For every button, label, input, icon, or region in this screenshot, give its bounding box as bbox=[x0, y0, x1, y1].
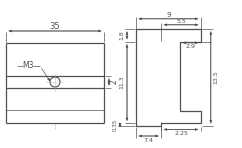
Text: 2.9: 2.9 bbox=[185, 44, 195, 49]
Text: 9: 9 bbox=[166, 12, 171, 18]
Text: 1.8: 1.8 bbox=[120, 30, 124, 40]
Text: 7.4: 7.4 bbox=[144, 137, 154, 143]
Text: 13.5: 13.5 bbox=[213, 71, 218, 84]
Text: 0.35: 0.35 bbox=[113, 119, 118, 131]
Text: 35: 35 bbox=[50, 22, 60, 31]
Text: 11.3: 11.3 bbox=[120, 76, 124, 90]
Text: 5.5: 5.5 bbox=[176, 19, 186, 24]
Text: 2.25: 2.25 bbox=[174, 131, 188, 136]
Text: M3: M3 bbox=[22, 62, 34, 70]
Text: 2: 2 bbox=[109, 80, 119, 84]
